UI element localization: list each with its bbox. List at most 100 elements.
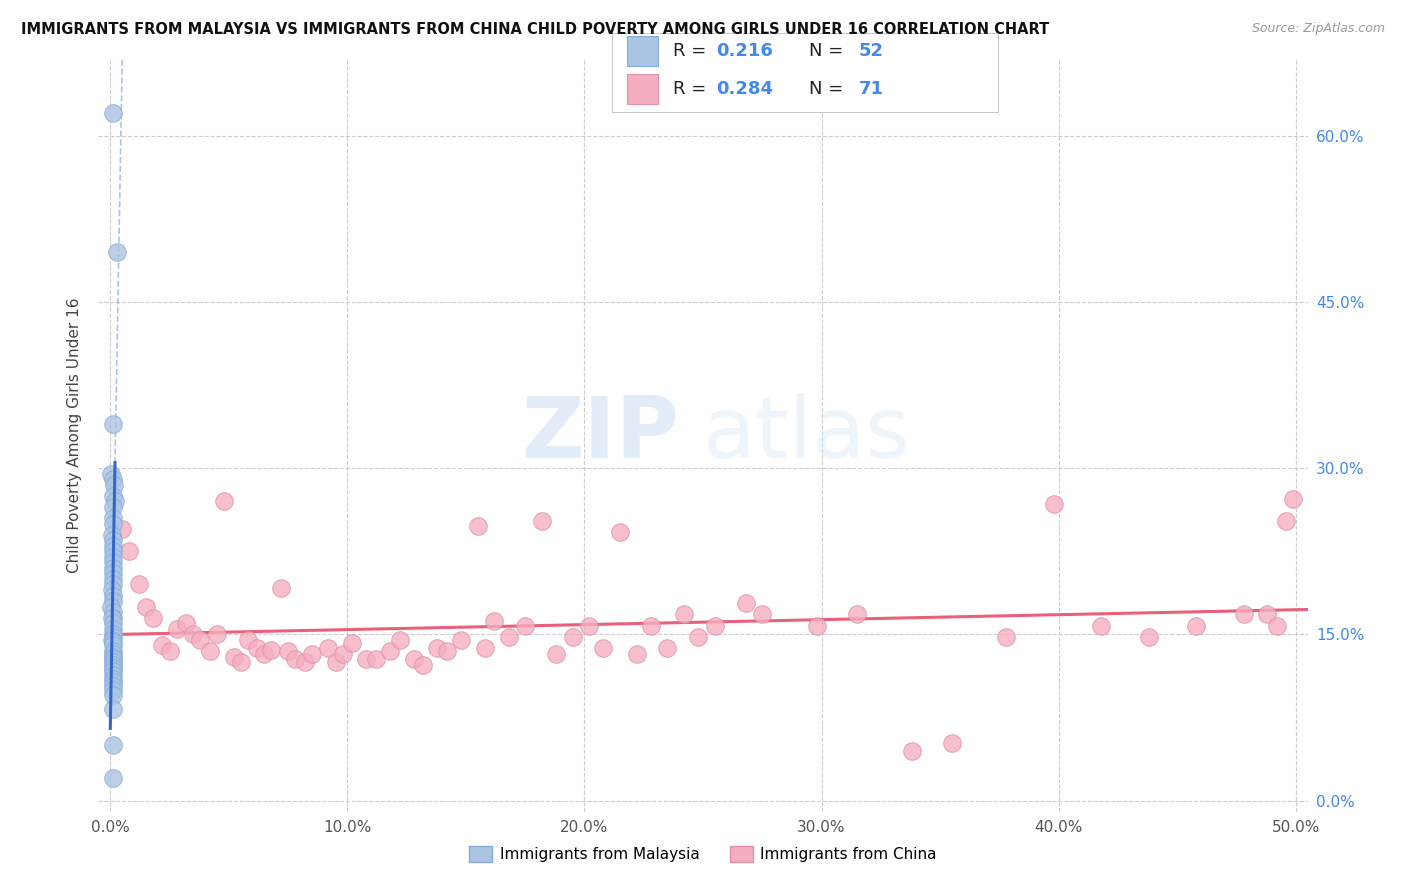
Point	[101, 500, 124, 514]
Y-axis label: Child Poverty Among Girls Under 16: Child Poverty Among Girls Under 16	[67, 297, 83, 573]
Point	[101, 533, 124, 548]
Point	[340, 636, 363, 650]
Point	[640, 618, 662, 632]
Point	[388, 632, 411, 647]
Point	[1256, 607, 1278, 622]
Text: atlas: atlas	[703, 393, 911, 476]
Point	[181, 627, 204, 641]
Point	[561, 630, 583, 644]
Point	[995, 630, 1018, 644]
Point	[103, 477, 125, 491]
Text: Source: ZipAtlas.com: Source: ZipAtlas.com	[1251, 22, 1385, 36]
Point	[101, 639, 124, 653]
Point	[450, 632, 472, 647]
Point	[626, 648, 648, 662]
Point	[101, 652, 124, 666]
Point	[101, 738, 124, 752]
Point	[101, 594, 124, 608]
Point	[246, 640, 269, 655]
Point	[703, 618, 725, 632]
Point	[101, 658, 124, 673]
Point	[101, 772, 124, 786]
Point	[101, 516, 124, 531]
Point	[198, 644, 221, 658]
Point	[609, 525, 631, 540]
Text: 71: 71	[859, 79, 884, 98]
Point	[318, 640, 340, 655]
Text: N =: N =	[808, 42, 849, 60]
Point	[101, 417, 124, 431]
Point	[474, 640, 496, 655]
Point	[101, 577, 124, 591]
Text: 0.284: 0.284	[716, 79, 773, 98]
Point	[101, 689, 124, 703]
Point	[277, 644, 299, 658]
Point	[222, 649, 245, 664]
Point	[111, 522, 134, 536]
Text: IMMIGRANTS FROM MALAYSIA VS IMMIGRANTS FROM CHINA CHILD POVERTY AMONG GIRLS UNDE: IMMIGRANTS FROM MALAYSIA VS IMMIGRANTS F…	[21, 22, 1049, 37]
Point	[205, 627, 228, 641]
Point	[101, 635, 124, 649]
Point	[166, 622, 188, 636]
Point	[101, 539, 124, 553]
Point	[101, 616, 124, 631]
Point	[135, 599, 157, 614]
Point	[118, 544, 141, 558]
Point	[101, 644, 124, 658]
Point	[101, 605, 124, 619]
Point	[101, 566, 124, 581]
Text: 52: 52	[859, 42, 884, 60]
FancyBboxPatch shape	[627, 37, 658, 66]
Point	[467, 518, 489, 533]
Point	[544, 648, 567, 662]
Point	[260, 643, 283, 657]
Point	[688, 630, 710, 644]
Point	[301, 648, 323, 662]
Point	[101, 664, 124, 678]
Point	[100, 467, 122, 481]
Point	[152, 639, 174, 653]
Point	[101, 544, 124, 558]
Point	[101, 611, 124, 625]
Point	[364, 652, 387, 666]
Point	[294, 655, 316, 669]
Point	[101, 611, 124, 625]
Point	[236, 632, 259, 647]
Point	[101, 589, 124, 603]
Point	[101, 701, 124, 715]
Point	[101, 511, 124, 525]
Text: 0.216: 0.216	[716, 42, 773, 60]
Point	[734, 596, 756, 610]
Point	[846, 607, 869, 622]
Point	[101, 472, 124, 486]
Point	[402, 652, 425, 666]
Point	[515, 618, 537, 632]
Point	[142, 611, 165, 625]
Point	[105, 244, 128, 259]
Point	[270, 581, 292, 595]
Point	[159, 644, 181, 658]
Point	[100, 599, 122, 614]
Point	[484, 614, 506, 628]
Point	[101, 561, 124, 575]
Point	[128, 577, 150, 591]
Point	[101, 680, 124, 694]
Point	[104, 494, 127, 508]
Point	[101, 549, 124, 564]
Point	[426, 640, 449, 655]
Point	[436, 644, 458, 658]
Point	[101, 627, 124, 641]
Point	[530, 514, 553, 528]
Point	[657, 640, 679, 655]
Point	[1282, 492, 1305, 507]
Point	[412, 658, 434, 673]
Point	[1043, 497, 1066, 511]
Point	[101, 655, 124, 669]
Point	[378, 644, 401, 658]
Point	[212, 494, 235, 508]
Text: R =: R =	[673, 79, 713, 98]
Point	[806, 618, 828, 632]
Point	[1232, 607, 1254, 622]
Point	[101, 527, 124, 541]
Point	[101, 555, 124, 569]
